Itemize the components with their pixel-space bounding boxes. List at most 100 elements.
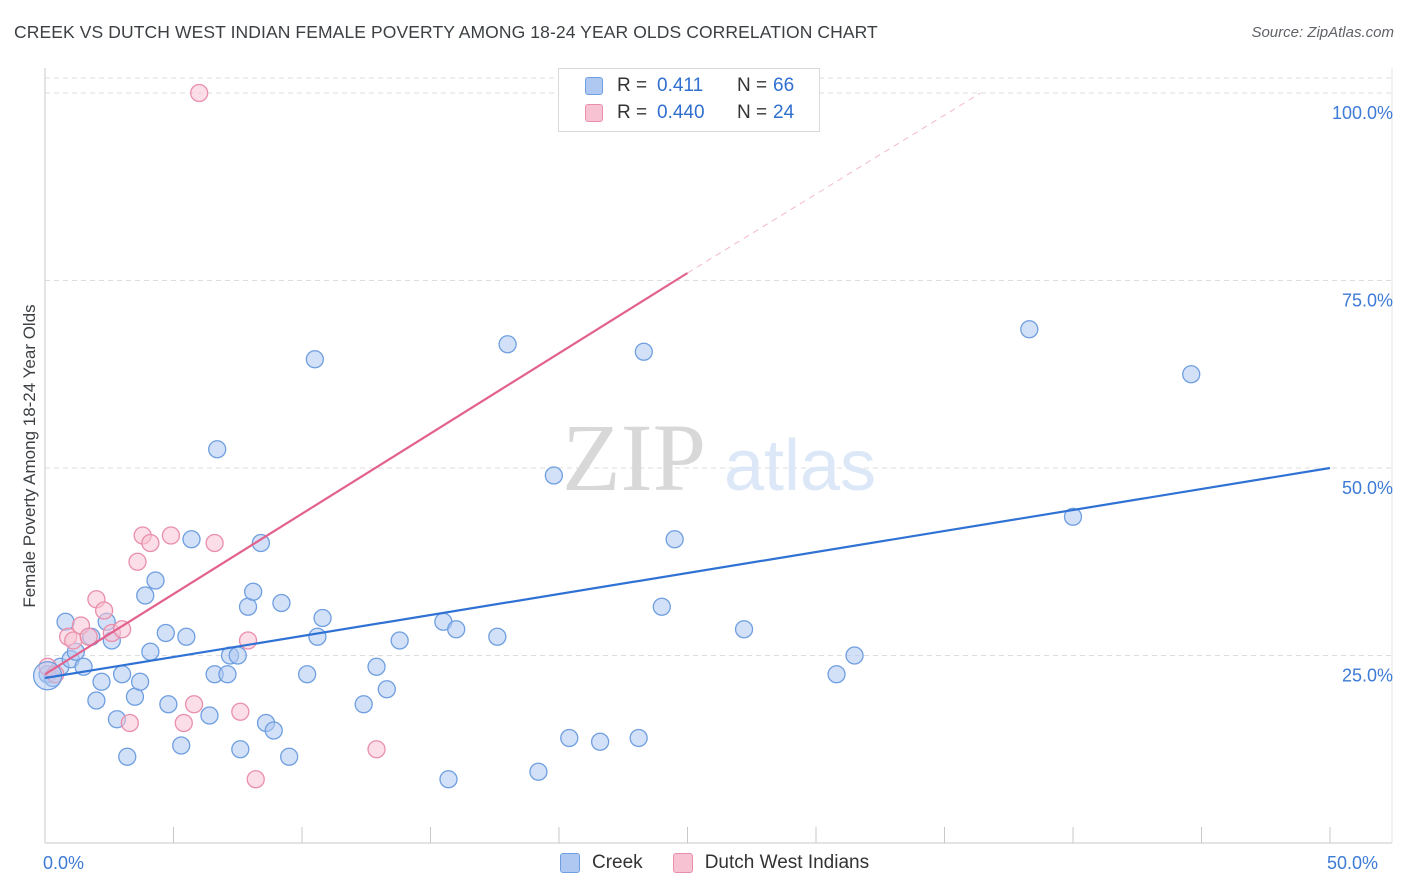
creek-point — [231, 740, 250, 759]
creek-point — [182, 530, 201, 549]
creek-point — [172, 736, 191, 755]
n-value: 24 — [773, 102, 795, 123]
y-axis-label: Female Poverty Among 18-24 Year Olds — [20, 304, 39, 608]
watermark-atlas: atlas — [724, 426, 876, 506]
creek-point — [251, 533, 271, 553]
creek-point — [297, 665, 317, 684]
creek-point — [92, 672, 111, 691]
r-label: R = — [617, 75, 648, 96]
creek-point — [112, 665, 132, 684]
r-label: R = — [617, 102, 648, 123]
creek-point — [308, 627, 327, 646]
dutch-point — [174, 713, 193, 733]
dutch-point — [64, 631, 83, 650]
data-points — [32, 83, 1201, 789]
x-tick-label: 0.0% — [43, 853, 84, 873]
legend-label: Creek — [592, 852, 643, 873]
series-legend: Creek Dutch West Indians — [560, 852, 899, 874]
dutch-swatch — [672, 853, 693, 873]
creek-point — [146, 571, 165, 590]
dutch-point — [367, 740, 386, 759]
source-label: Source: ZipAtlas.com — [1251, 24, 1394, 41]
legend-label: Dutch West Indians — [704, 852, 870, 873]
legend-row-creek: R = 0.411 N = 66 — [585, 74, 794, 98]
creek-point — [498, 335, 517, 354]
chart-title: CREEK VS DUTCH WEST INDIAN FEMALE POVERT… — [14, 22, 878, 42]
creek-point — [313, 608, 332, 628]
creek-point — [634, 342, 653, 361]
y-tick-label: 75.0% — [1342, 291, 1393, 311]
creek-point — [629, 728, 648, 748]
creek-point — [177, 627, 196, 646]
creek-point — [156, 623, 175, 643]
creek-point — [305, 350, 325, 369]
dutch-point — [190, 83, 209, 103]
legend-row-dutch: R = 0.440 N = 24 — [585, 101, 794, 125]
y-tick-label: 25.0% — [1342, 666, 1393, 686]
creek-point — [118, 747, 137, 766]
tick-labels: 25.0% 50.0% 75.0% 100.0% 0.0% 50.0% — [43, 103, 1393, 873]
dutch-swatch — [585, 104, 603, 122]
dutch-point — [79, 627, 98, 646]
dutch-point — [246, 770, 265, 789]
creek-point — [488, 627, 507, 646]
x-tick-label: 50.0% — [1327, 853, 1378, 873]
creek-point — [652, 597, 671, 616]
dutch-point — [141, 533, 160, 553]
creek-point — [208, 440, 227, 459]
watermark: ZIP atlas — [562, 404, 876, 511]
creek-point — [367, 657, 386, 676]
creek-point — [244, 582, 263, 601]
creek-point — [136, 586, 155, 605]
creek-point — [447, 620, 466, 639]
creek-point — [1020, 320, 1039, 339]
creek-point — [87, 691, 106, 710]
creek-point — [560, 728, 579, 748]
y-tick-label: 100.0% — [1332, 103, 1393, 123]
dutch-point — [205, 533, 224, 553]
creek-point — [439, 770, 458, 789]
creek-point — [665, 530, 684, 549]
watermark-zip: ZIP — [562, 404, 706, 511]
creek-swatch — [560, 853, 580, 873]
creek-swatch — [585, 77, 603, 95]
creek-point — [544, 466, 564, 485]
creek-point — [377, 680, 396, 699]
dutch-trend-extension — [687, 92, 981, 274]
legend-item-dutch: Dutch West Indians — [672, 852, 870, 874]
creek-point — [56, 612, 75, 631]
dutch-point — [184, 695, 204, 714]
creek-point — [130, 672, 150, 691]
creek-point — [1063, 507, 1083, 526]
creek-point — [529, 762, 548, 781]
n-value: 66 — [773, 75, 795, 96]
dutch-point — [120, 713, 139, 733]
creek-point — [1182, 365, 1201, 384]
creek-point — [354, 695, 373, 714]
trend-lines — [44, 92, 1331, 680]
y-tick-label: 50.0% — [1342, 478, 1393, 498]
creek-point — [159, 695, 178, 714]
n-label: N = — [737, 75, 768, 96]
n-label: N = — [737, 102, 768, 123]
dutch-point — [231, 702, 250, 721]
creek-point — [390, 631, 409, 650]
creek-point — [272, 593, 291, 613]
creek-point — [141, 642, 160, 661]
dutch-point — [112, 620, 132, 639]
creek-point — [200, 706, 219, 725]
dutch-point — [161, 526, 181, 545]
dutch-point — [94, 601, 114, 620]
r-value: 0.411 — [657, 75, 704, 96]
stats-legend: R = 0.411 N = 66 R = 0.440 N = 24 — [558, 68, 820, 132]
dutch-trend-line — [44, 272, 689, 676]
creek-point — [218, 665, 237, 684]
creek-point — [590, 732, 610, 751]
creek-point — [228, 646, 247, 665]
r-value: 0.440 — [657, 102, 705, 123]
creek-point — [827, 665, 846, 684]
creek-trend-line — [44, 466, 1331, 680]
creek-point — [279, 747, 299, 766]
axes — [44, 68, 1393, 844]
